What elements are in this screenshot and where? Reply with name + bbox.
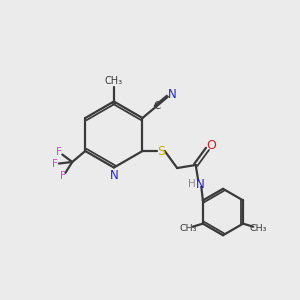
Text: CH₃: CH₃: [179, 224, 197, 233]
Text: F: F: [60, 171, 66, 181]
Text: N: N: [168, 88, 177, 101]
Text: C: C: [153, 101, 160, 111]
Text: O: O: [206, 139, 216, 152]
Text: F: F: [52, 158, 58, 169]
Text: CH₃: CH₃: [249, 224, 267, 233]
Text: H: H: [188, 179, 195, 189]
Text: N: N: [196, 178, 205, 191]
Text: CH₃: CH₃: [105, 76, 123, 86]
Text: F: F: [56, 147, 62, 157]
Text: N: N: [110, 169, 118, 182]
Text: S: S: [157, 145, 165, 158]
